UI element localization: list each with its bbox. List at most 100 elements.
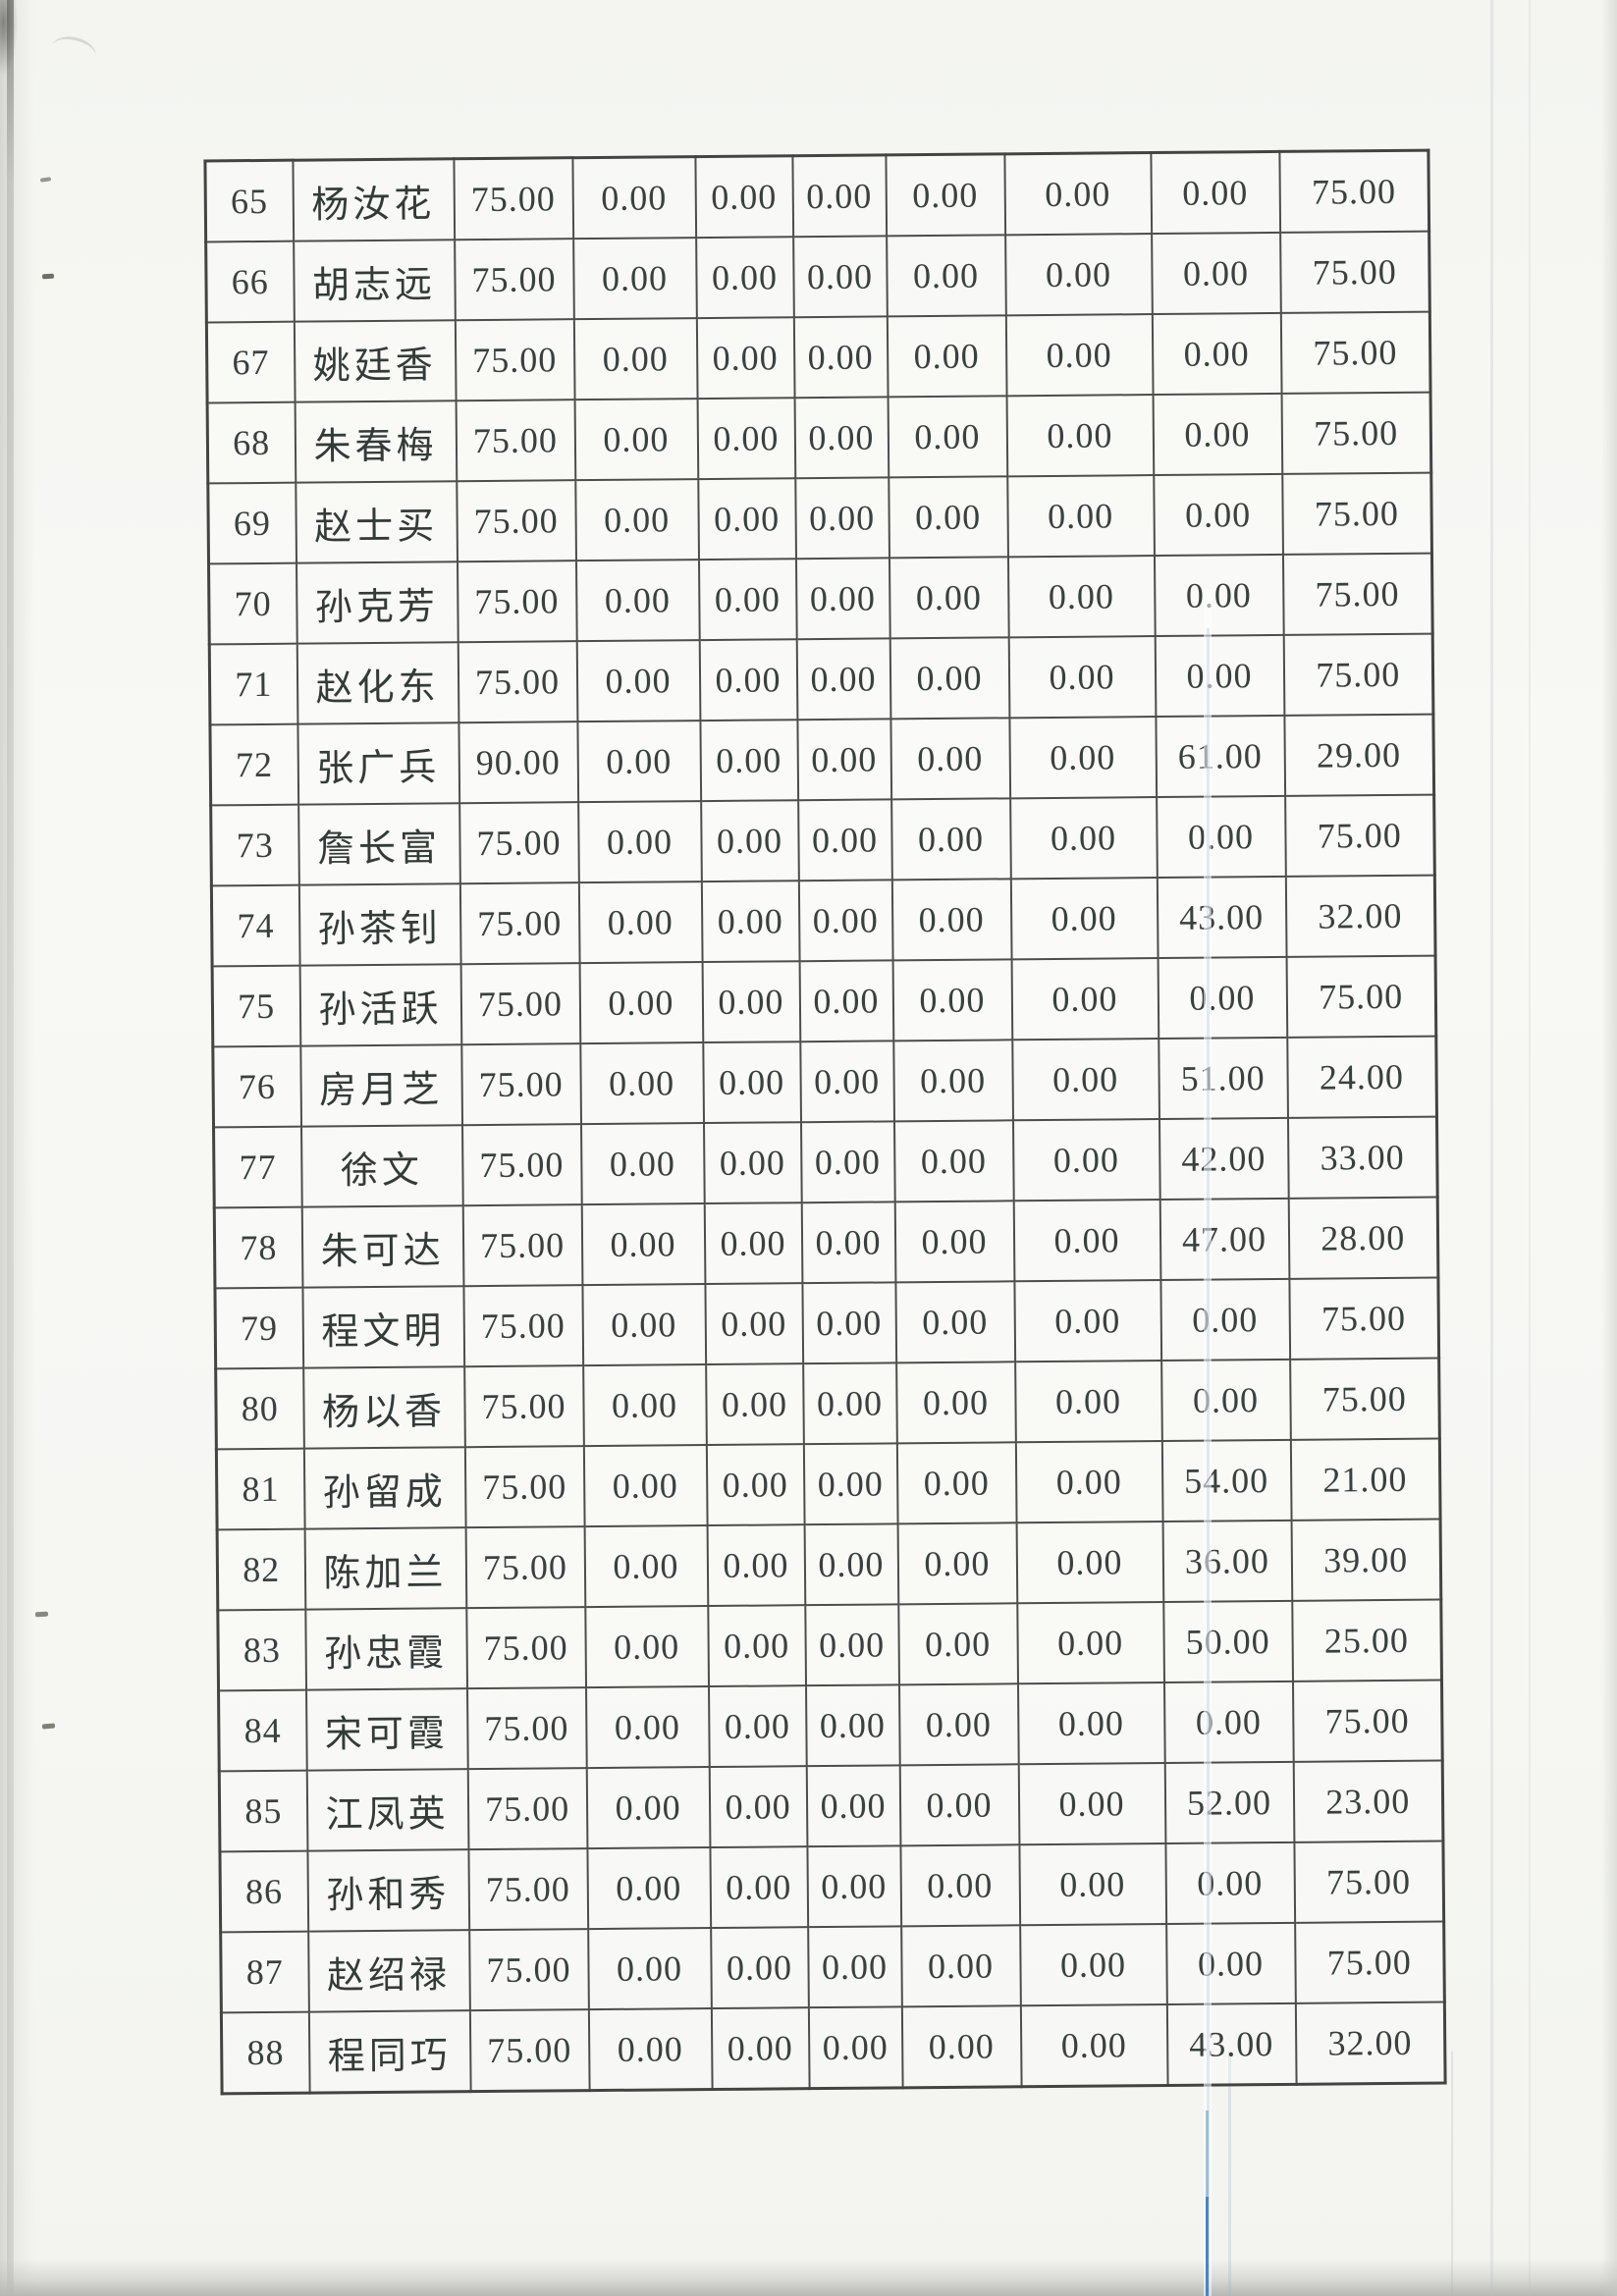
amount-cell: 0.00 xyxy=(588,2008,713,2091)
table-row: 68 朱春梅 75.00 0.00 0.00 0.00 0.00 0.00 0.00 75.00 xyxy=(207,392,1431,484)
amount-cell: 0.00 xyxy=(804,1604,899,1686)
amount-cell: 0.00 xyxy=(699,720,798,802)
amount-cell: 75.00 xyxy=(467,1848,588,1931)
person-name: 孙忠霞 xyxy=(304,1608,467,1690)
amount-cell: 0.00 xyxy=(888,396,1007,478)
row-number: 88 xyxy=(221,2011,310,2094)
amount-cell: 0.00 xyxy=(1156,795,1286,879)
amount-cell: 0.00 xyxy=(1016,1602,1164,1684)
amount-cell: 75.00 xyxy=(462,1204,582,1287)
table-row: 86 孙和秀 75.00 0.00 0.00 0.00 0.00 0.00 0.00 75.00 xyxy=(219,1841,1444,1933)
amount-cell: 0.00 xyxy=(1152,312,1282,396)
person-name: 杨汝花 xyxy=(292,158,455,241)
amount-cell: 0.00 xyxy=(808,2006,903,2089)
amount-cell: 75.00 xyxy=(1293,1841,1444,1923)
amount-cell: 75.00 xyxy=(467,1768,587,1850)
margin-dash-mark xyxy=(39,177,52,183)
amount-cell: 0.00 xyxy=(580,1123,705,1205)
amount-cell: 75.00 xyxy=(1284,794,1435,877)
amount-cell: 0.00 xyxy=(574,479,699,561)
amount-cell: 75.00 xyxy=(1278,150,1429,233)
amount-cell: 0.00 xyxy=(586,1847,711,1930)
table-row: 78 朱可达 75.00 0.00 0.00 0.00 0.00 0.00 47.00 28.00 xyxy=(214,1197,1438,1289)
row-number: 69 xyxy=(207,482,296,564)
amount-cell: 52.00 xyxy=(1164,1761,1294,1843)
amount-cell: 0.00 xyxy=(587,1928,712,2010)
amount-cell: 0.00 xyxy=(707,1524,805,1607)
amount-cell: 75.00 xyxy=(1294,1921,1445,2003)
amount-cell: 0.00 xyxy=(584,1525,708,1608)
amount-cell: 0.00 xyxy=(1013,1280,1161,1362)
amount-cell: 0.00 xyxy=(1018,1842,1166,1926)
amount-cell: 0.00 xyxy=(697,478,796,561)
person-name: 陈加兰 xyxy=(304,1527,466,1610)
amount-cell: 0.00 xyxy=(1020,2003,1168,2087)
amount-cell: 0.00 xyxy=(1015,1441,1163,1523)
amount-cell: 0.00 xyxy=(885,153,1005,237)
row-number: 87 xyxy=(220,1931,309,2013)
scan-fold-highlight xyxy=(1204,589,1212,2296)
amount-cell: 75.00 xyxy=(456,480,576,562)
amount-cell: 75.00 xyxy=(455,319,575,401)
amount-cell: 0.00 xyxy=(897,1603,1018,1685)
amount-cell: 0.00 xyxy=(1154,554,1284,637)
amount-cell: 0.00 xyxy=(892,1040,1013,1122)
amount-cell: 0.00 xyxy=(1011,958,1159,1041)
row-number: 81 xyxy=(216,1448,305,1530)
amount-cell: 0.00 xyxy=(893,1120,1014,1202)
row-number: 75 xyxy=(212,965,300,1047)
amount-cell: 32.00 xyxy=(1285,875,1436,957)
amount-cell: 0.00 xyxy=(704,1202,802,1285)
amount-cell: 0.00 xyxy=(1017,1682,1165,1765)
amount-cell: 0.00 xyxy=(711,2007,810,2090)
amount-cell: 0.00 xyxy=(700,800,799,882)
amount-cell: 0.00 xyxy=(895,1362,1016,1444)
row-number: 73 xyxy=(210,804,299,886)
row-number: 86 xyxy=(219,1850,308,1933)
amount-cell: 0.00 xyxy=(1159,1278,1290,1362)
row-number: 80 xyxy=(215,1367,304,1450)
amount-cell: 0.00 xyxy=(707,1605,806,1687)
amount-cell: 0.00 xyxy=(897,1522,1017,1605)
person-name: 徐文 xyxy=(300,1125,463,1207)
row-number: 67 xyxy=(206,321,296,403)
amount-cell: 0.00 xyxy=(579,1042,704,1125)
amount-cell: 75.00 xyxy=(1289,1358,1440,1440)
amount-cell: 75.00 xyxy=(460,963,580,1045)
amount-cell: 75.00 xyxy=(462,1285,583,1367)
row-number: 66 xyxy=(205,240,295,323)
amount-cell: 0.00 xyxy=(886,235,1006,317)
margin-dash-mark xyxy=(34,1611,49,1618)
row-number: 84 xyxy=(218,1689,307,1772)
amount-cell: 75.00 xyxy=(458,641,577,723)
amount-cell: 0.00 xyxy=(1153,473,1283,557)
amount-cell: 75.00 xyxy=(454,239,574,321)
table-row: 82 陈加兰 75.00 0.00 0.00 0.00 0.00 0.00 36.00 39.00 xyxy=(217,1519,1441,1611)
amount-cell: 36.00 xyxy=(1162,1520,1292,1603)
amount-cell: 0.00 xyxy=(899,1764,1019,1846)
amount-cell: 0.00 xyxy=(794,477,889,560)
amount-cell: 75.00 xyxy=(461,1124,582,1206)
amount-cell: 47.00 xyxy=(1159,1198,1289,1281)
table-row: 76 房月芝 75.00 0.00 0.00 0.00 0.00 0.00 51.00 24.00 xyxy=(212,1036,1437,1128)
amount-cell: 0.00 xyxy=(898,1683,1019,1766)
amount-cell: 0.00 xyxy=(889,718,1010,800)
person-name: 姚廷香 xyxy=(294,320,457,402)
table-row: 88 程同巧 75.00 0.00 0.00 0.00 0.00 0.00 43.00 32.00 xyxy=(221,2002,1446,2094)
amount-cell: 0.00 xyxy=(791,154,887,238)
amount-cell: 0.00 xyxy=(1160,1359,1291,1442)
amount-cell: 0.00 xyxy=(806,1765,900,1847)
amount-cell: 0.00 xyxy=(581,1203,705,1286)
amount-cell: 75.00 xyxy=(1288,1277,1439,1360)
amount-cell: 0.00 xyxy=(1004,234,1153,316)
person-name: 杨以香 xyxy=(302,1366,465,1449)
amount-cell: 0.00 xyxy=(578,881,703,964)
amount-cell: 0.00 xyxy=(576,721,701,803)
amount-cell: 0.00 xyxy=(890,798,1011,881)
amount-cell: 75.00 xyxy=(468,1929,589,2011)
amount-cell: 0.00 xyxy=(572,238,697,320)
amount-cell: 0.00 xyxy=(796,638,890,721)
amount-cell: 0.00 xyxy=(705,1363,804,1446)
amount-cell: 0.00 xyxy=(894,1281,1015,1363)
table-row: 83 孙忠霞 75.00 0.00 0.00 0.00 0.00 0.00 50.00 25.00 xyxy=(217,1599,1442,1691)
